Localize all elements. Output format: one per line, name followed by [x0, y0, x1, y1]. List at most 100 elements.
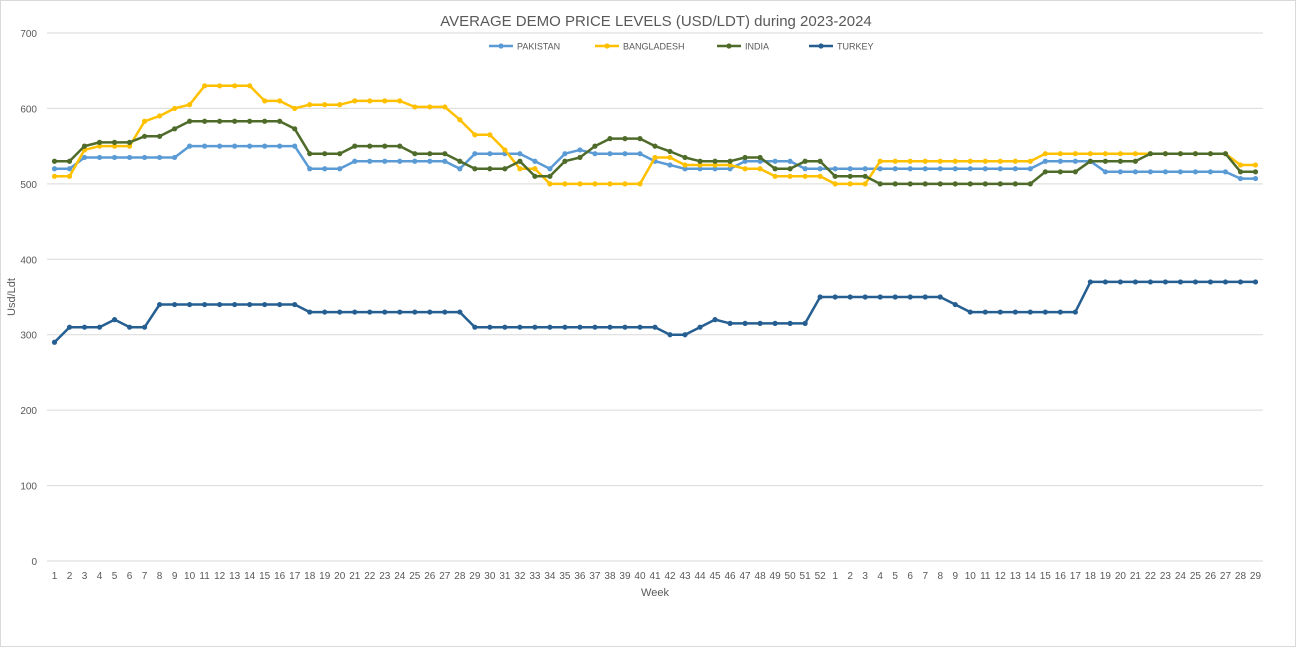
data-point-bangladesh [367, 98, 373, 104]
x-tick-label: 15 [259, 571, 271, 582]
x-tick-label: 29 [469, 571, 481, 582]
data-point-india [217, 118, 223, 124]
data-point-turkey [262, 301, 268, 308]
data-point-bangladesh [487, 132, 493, 138]
x-tick-label: 40 [634, 571, 646, 582]
x-tick-label: 44 [694, 571, 706, 582]
data-point-bangladesh [697, 162, 703, 168]
data-point-pakistan [232, 143, 238, 149]
data-point-india [141, 133, 148, 139]
data-point-pakistan [532, 158, 538, 164]
data-point-india [202, 118, 208, 124]
data-point-pakistan [217, 143, 223, 149]
data-point-india [382, 143, 388, 149]
data-point-pakistan [51, 166, 58, 172]
data-point-bangladesh [1012, 158, 1018, 164]
data-point-bangladesh [667, 154, 673, 161]
data-point-india [712, 158, 718, 164]
x-tick-label: 43 [679, 571, 691, 582]
data-point-bangladesh [712, 162, 718, 168]
data-point-bangladesh [532, 166, 538, 172]
series-pakistan [51, 143, 1259, 182]
data-point-turkey [51, 339, 58, 345]
data-point-bangladesh [862, 181, 868, 187]
data-point-pakistan [1177, 169, 1184, 175]
data-point-bangladesh [622, 181, 628, 187]
x-tick-label: 28 [454, 571, 466, 582]
data-point-turkey [577, 324, 583, 330]
x-tick-label: 25 [1190, 571, 1202, 582]
gridlines [47, 32, 1263, 562]
data-point-pakistan [517, 151, 523, 157]
data-point-india [592, 143, 598, 149]
data-point-india [727, 158, 733, 164]
data-point-bangladesh [352, 98, 358, 104]
data-point-bangladesh [217, 83, 223, 89]
data-point-pakistan [1012, 166, 1018, 172]
legend-label-turkey: TURKEY [837, 42, 874, 52]
data-point-bangladesh [292, 105, 298, 112]
data-point-bangladesh [637, 181, 643, 187]
data-point-bangladesh [847, 181, 853, 187]
data-point-india [277, 118, 283, 124]
data-point-bangladesh [517, 166, 523, 172]
data-point-india [292, 126, 298, 132]
data-point-turkey [1192, 279, 1199, 285]
data-point-turkey [232, 301, 238, 308]
data-point-bangladesh [66, 173, 73, 179]
data-point-india [997, 181, 1003, 187]
data-point-pakistan [442, 158, 448, 164]
data-point-india [802, 158, 808, 164]
data-point-pakistan [967, 166, 973, 172]
data-point-bangladesh [547, 181, 553, 187]
data-point-turkey [817, 294, 823, 300]
data-point-pakistan [787, 158, 793, 164]
data-point-pakistan [1207, 169, 1214, 175]
x-tick-label: 4 [97, 571, 103, 582]
data-point-bangladesh [187, 102, 193, 108]
data-point-turkey [442, 309, 448, 315]
data-point-pakistan [937, 166, 943, 172]
legend-marker-turkey [818, 43, 824, 49]
data-point-india [1057, 169, 1063, 175]
data-point-india [487, 166, 493, 172]
data-point-turkey [1102, 279, 1108, 285]
data-point-pakistan [322, 166, 328, 172]
data-point-pakistan [187, 143, 193, 149]
data-point-bangladesh [427, 104, 433, 110]
data-point-india [787, 166, 793, 172]
data-point-bangladesh [892, 158, 898, 164]
x-tick-label: 27 [439, 571, 451, 582]
data-point-turkey [156, 301, 163, 308]
x-tick-label: 22 [364, 571, 376, 582]
data-point-turkey [337, 309, 343, 315]
x-tick-label: 16 [1055, 571, 1067, 582]
data-point-india [172, 126, 178, 132]
data-point-india [907, 181, 913, 187]
data-point-pakistan [412, 158, 418, 164]
x-tick-label: 24 [1175, 571, 1187, 582]
x-tick-label: 12 [995, 571, 1007, 582]
legend-label-pakistan: PAKISTAN [517, 42, 560, 52]
data-point-india [607, 136, 613, 142]
data-point-pakistan [262, 143, 268, 149]
series-turkey [51, 279, 1259, 345]
data-point-bangladesh [247, 83, 253, 89]
data-point-turkey [967, 309, 973, 315]
legend-marker-bangladesh [604, 43, 610, 49]
x-tick-label: 8 [937, 571, 943, 582]
x-tick-label: 46 [724, 571, 736, 582]
data-point-pakistan [1132, 169, 1138, 175]
data-point-turkey [547, 324, 553, 330]
data-point-bangladesh [262, 98, 268, 104]
x-tick-label: 51 [800, 571, 812, 582]
data-point-bangladesh [1102, 151, 1108, 157]
data-point-india [622, 136, 628, 142]
x-tick-label: 23 [1160, 571, 1172, 582]
data-point-bangladesh [592, 181, 598, 187]
x-tick-label: 26 [1205, 571, 1217, 582]
data-point-bangladesh [967, 158, 973, 164]
x-tick-label: 42 [664, 571, 676, 582]
x-tick-label: 1 [52, 571, 58, 582]
